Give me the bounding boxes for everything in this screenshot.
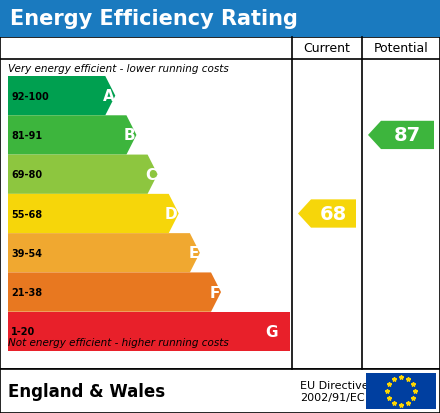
Text: A: A <box>103 89 114 104</box>
Text: EU Directive: EU Directive <box>300 380 369 390</box>
Text: 81-91: 81-91 <box>11 131 42 140</box>
Text: 39-54: 39-54 <box>11 248 42 258</box>
Polygon shape <box>8 273 221 312</box>
Text: Not energy efficient - higher running costs: Not energy efficient - higher running co… <box>8 337 229 347</box>
Text: England & Wales: England & Wales <box>8 382 165 400</box>
Text: D: D <box>165 206 178 221</box>
Text: 68: 68 <box>320 204 347 223</box>
Polygon shape <box>8 195 179 234</box>
Text: 2002/91/EC: 2002/91/EC <box>300 392 365 402</box>
Text: Very energy efficient - lower running costs: Very energy efficient - lower running co… <box>8 63 229 74</box>
Text: Potential: Potential <box>374 43 429 55</box>
Text: 92-100: 92-100 <box>11 91 49 102</box>
Text: B: B <box>124 128 136 143</box>
Polygon shape <box>8 234 200 273</box>
Text: G: G <box>265 324 278 339</box>
Text: 21-38: 21-38 <box>11 287 42 297</box>
Polygon shape <box>298 200 356 228</box>
Polygon shape <box>8 155 158 195</box>
Text: Energy Efficiency Rating: Energy Efficiency Rating <box>10 9 298 29</box>
Text: F: F <box>210 285 220 300</box>
Text: 69-80: 69-80 <box>11 170 42 180</box>
Polygon shape <box>8 77 115 116</box>
Text: E: E <box>188 246 199 261</box>
Text: 55-68: 55-68 <box>11 209 42 219</box>
Text: C: C <box>146 167 157 182</box>
Bar <box>0 369 440 413</box>
Polygon shape <box>8 116 136 155</box>
Text: Current: Current <box>304 43 350 55</box>
Bar <box>366 373 436 409</box>
Text: 87: 87 <box>394 126 421 145</box>
Text: 1-20: 1-20 <box>11 327 35 337</box>
Bar <box>0 0 440 38</box>
Bar <box>0 38 440 369</box>
Polygon shape <box>368 121 434 150</box>
Polygon shape <box>8 312 290 351</box>
